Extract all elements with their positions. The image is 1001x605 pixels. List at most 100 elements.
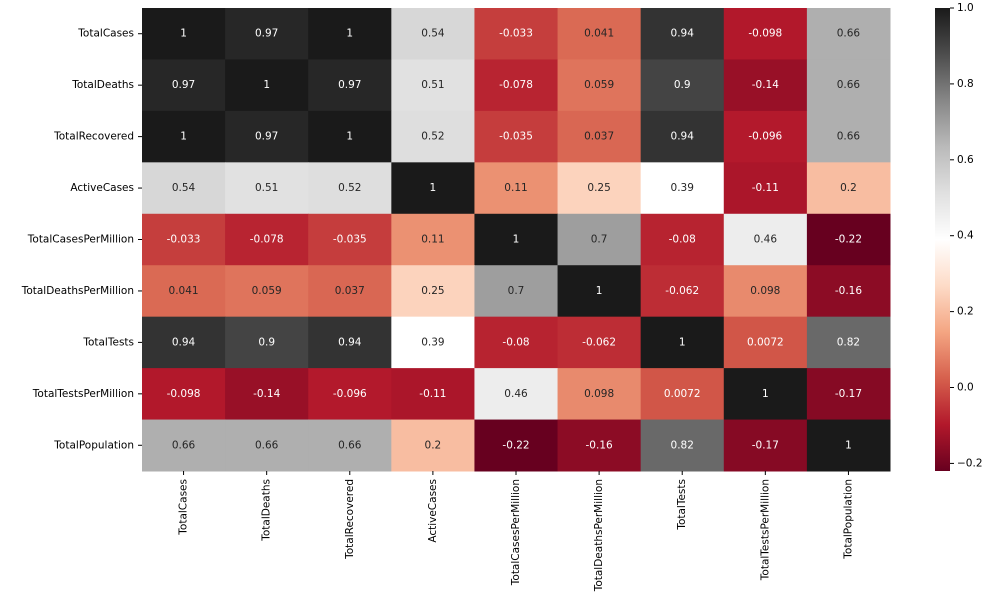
heat-cell	[142, 316, 226, 369]
heat-cell	[806, 162, 891, 215]
heat-cell	[474, 59, 559, 112]
heat-cell	[474, 162, 559, 215]
cell-label: 0.51	[421, 79, 444, 91]
x-tick-label: TotalDeaths	[261, 479, 273, 542]
heat-cell	[142, 213, 226, 266]
heat-cell	[806, 368, 891, 421]
cell-label: -0.14	[752, 79, 779, 91]
heat-cell	[557, 316, 642, 369]
heat-cell	[806, 316, 891, 369]
heat-cell	[474, 419, 559, 472]
heat-cell	[142, 162, 226, 215]
cell-label: 0.059	[252, 285, 282, 297]
cell-label: 1	[180, 28, 187, 40]
heat-cell	[640, 419, 725, 472]
cell-label: 1	[263, 79, 270, 91]
heat-cell	[557, 59, 642, 112]
heat-cell	[142, 368, 226, 421]
cell-label: 0.2	[840, 182, 857, 194]
cell-label: -0.16	[835, 285, 862, 297]
heat-cell	[557, 265, 642, 318]
colorbar-tick-label: 1.0	[957, 2, 974, 14]
cell-label: 1	[596, 285, 603, 297]
heat-cell	[723, 368, 808, 421]
cell-label: 0.94	[338, 336, 362, 348]
cell-label: -0.033	[167, 234, 201, 246]
cell-label: 0.041	[169, 285, 199, 297]
cell-label: 0.037	[335, 285, 365, 297]
cell-label: 0.82	[671, 439, 694, 451]
heat-cell	[557, 368, 642, 421]
cell-label: 0.52	[421, 131, 444, 143]
heat-cell	[308, 316, 392, 369]
x-tick-label: ActiveCases	[427, 479, 439, 543]
x-tick-label: TotalCases	[178, 479, 190, 536]
heat-cell	[391, 213, 475, 266]
heat-cell	[225, 368, 309, 421]
cell-label: -0.078	[499, 79, 533, 91]
heat-cell	[391, 316, 475, 369]
heat-cell	[142, 419, 226, 472]
cell-label: 1	[513, 234, 520, 246]
cell-label: -0.11	[752, 182, 779, 194]
colorbar-tick-label: 0.4	[957, 230, 974, 242]
heat-cell	[640, 368, 725, 421]
cell-label: -0.062	[665, 285, 699, 297]
cell-label: -0.098	[167, 388, 201, 400]
cell-label: 0.037	[584, 131, 614, 143]
heat-cell	[225, 316, 309, 369]
cell-label: 0.041	[584, 28, 614, 40]
cell-label: 0.9	[258, 336, 275, 348]
cell-label: -0.08	[502, 336, 529, 348]
cell-label: 0.098	[584, 388, 614, 400]
y-tick-label: TotalDeathsPerMillion	[21, 285, 134, 297]
cell-label: -0.035	[333, 234, 367, 246]
cell-label: 0.059	[584, 79, 614, 91]
colorbar-tick-label: 0.0	[957, 382, 974, 394]
cell-label: 1	[346, 131, 353, 143]
heat-cell	[308, 8, 392, 60]
heat-cell	[723, 8, 808, 60]
heat-cell	[225, 59, 309, 112]
cell-label: 0.25	[587, 182, 610, 194]
heat-cell	[806, 419, 891, 472]
heat-cell	[391, 8, 475, 60]
heat-cell	[142, 8, 226, 60]
cell-label: 0.54	[421, 28, 445, 40]
cell-label: 0.52	[338, 182, 361, 194]
heat-cell	[723, 316, 808, 369]
heat-cell	[308, 368, 392, 421]
cell-label: 0.46	[504, 388, 528, 400]
heat-cell	[225, 110, 309, 163]
heat-cell	[142, 59, 226, 112]
x-tick-label: TotalCasesPerMillion	[510, 479, 522, 586]
heat-cell	[308, 162, 392, 215]
heat-cell	[474, 265, 559, 318]
cell-label: 0.51	[255, 182, 278, 194]
heat-cell	[474, 368, 559, 421]
y-tick-label: TotalTestsPerMillion	[32, 388, 134, 400]
heat-cell	[391, 110, 475, 163]
heat-cell	[308, 59, 392, 112]
cell-label: 0.94	[172, 336, 196, 348]
heat-cell	[557, 419, 642, 472]
cell-label: -0.22	[835, 234, 862, 246]
cell-label: 0.82	[837, 336, 860, 348]
colorbar-tick-label: 0.6	[957, 154, 974, 166]
cell-label: -0.096	[333, 388, 367, 400]
cell-label: 0.0072	[664, 388, 701, 400]
heat-cell	[557, 213, 642, 266]
cell-label: 0.66	[172, 439, 196, 451]
colorbar-tick-label: −0.2	[957, 457, 983, 469]
heat-cell	[391, 59, 475, 112]
y-tick-label: TotalRecovered	[53, 131, 134, 143]
cell-label: 1	[762, 388, 769, 400]
cell-label: 0.66	[837, 28, 861, 40]
cell-label: -0.035	[499, 131, 533, 143]
cell-label: 0.66	[338, 439, 362, 451]
heat-cell	[308, 265, 392, 318]
heat-cell	[723, 162, 808, 215]
colorbar-tick-label: 0.8	[957, 78, 974, 90]
cell-label: 0.66	[837, 79, 861, 91]
y-tick-label: TotalCases	[77, 28, 134, 40]
